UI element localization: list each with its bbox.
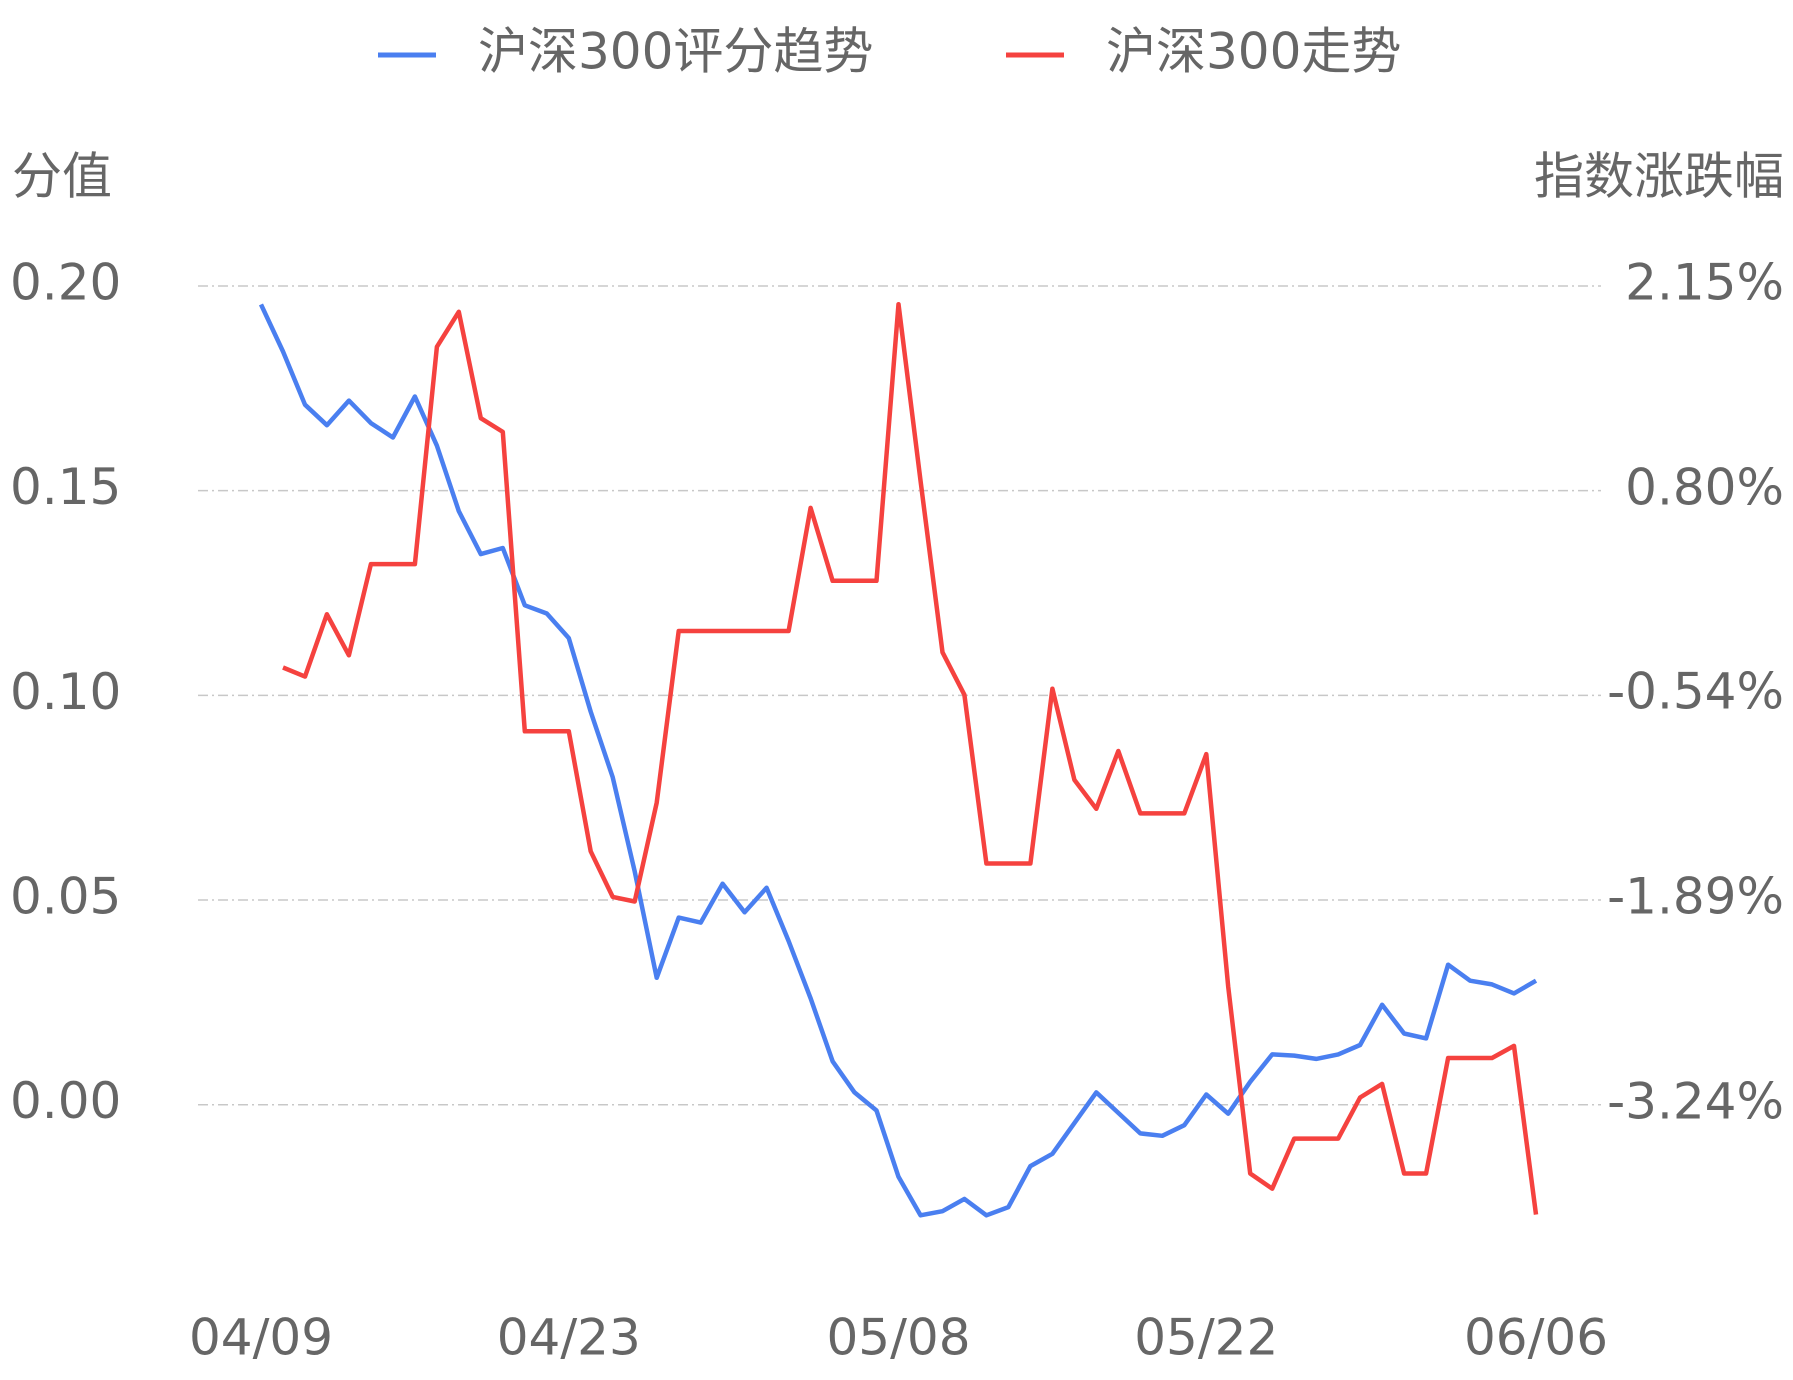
y2-tick-label: -1.89% xyxy=(1607,867,1784,925)
y-tick-label: 0.20 xyxy=(10,254,121,312)
y-tick-label: 0.10 xyxy=(10,663,121,721)
x-tick-label: 05/08 xyxy=(826,1309,970,1367)
legend-label: 沪深300评分趋势 xyxy=(478,23,873,81)
y-axis-title: 分值 xyxy=(12,148,112,206)
y-tick-label: 0.05 xyxy=(10,868,121,926)
y2-tick-label: -3.24% xyxy=(1607,1073,1784,1131)
legend-label: 沪深300走势 xyxy=(1106,23,1401,81)
y2-tick-label: 0.80% xyxy=(1625,459,1784,517)
y2-tick-label: 2.15% xyxy=(1625,254,1784,312)
y2-tick-label: -0.54% xyxy=(1607,662,1784,720)
y2-axis-title: 指数涨跌幅 xyxy=(1534,148,1784,206)
x-tick-label: 04/23 xyxy=(497,1309,641,1367)
y-tick-label: 0.15 xyxy=(10,458,121,516)
y-tick-label: 0.00 xyxy=(10,1072,121,1130)
series-line xyxy=(282,301,1539,1215)
series-line xyxy=(258,303,1538,1218)
x-tick-label: 06/06 xyxy=(1464,1309,1608,1367)
x-tick-label: 05/22 xyxy=(1134,1309,1278,1367)
x-tick-label: 04/09 xyxy=(189,1309,333,1367)
